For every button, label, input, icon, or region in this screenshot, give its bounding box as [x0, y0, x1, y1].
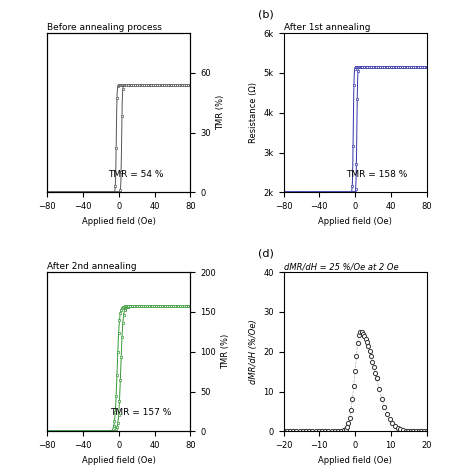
Text: (b): (b)	[258, 9, 273, 19]
Text: TMR = 54 %: TMR = 54 %	[109, 170, 164, 179]
X-axis label: Applied field (Oe): Applied field (Oe)	[318, 217, 392, 226]
Text: After 2nd annealing: After 2nd annealing	[47, 262, 137, 271]
Y-axis label: TMR (%): TMR (%)	[217, 95, 226, 130]
Y-axis label: Resistance (Ω): Resistance (Ω)	[249, 82, 258, 143]
Text: TMR = 158 %: TMR = 158 %	[346, 170, 407, 179]
Text: dMR/dH = 25 %/Oe at 2 Oe: dMR/dH = 25 %/Oe at 2 Oe	[283, 262, 398, 271]
X-axis label: Applied field (Oe): Applied field (Oe)	[82, 217, 156, 226]
Text: After 1st annealing: After 1st annealing	[283, 23, 370, 32]
Y-axis label: TMR (%): TMR (%)	[221, 334, 230, 369]
Y-axis label: dMR/dH (%/Oe): dMR/dH (%/Oe)	[248, 319, 257, 384]
Text: (d): (d)	[258, 248, 273, 258]
Text: Before annealing process: Before annealing process	[47, 23, 162, 32]
X-axis label: Applied field (Oe): Applied field (Oe)	[82, 456, 156, 465]
Text: TMR = 157 %: TMR = 157 %	[109, 409, 171, 418]
X-axis label: Applied field (Oe): Applied field (Oe)	[318, 456, 392, 465]
